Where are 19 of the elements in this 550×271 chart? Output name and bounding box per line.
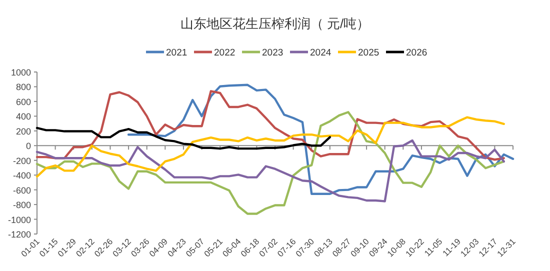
- y-tick-label: -1000: [8, 214, 31, 225]
- y-tick-label: -400: [12, 170, 31, 181]
- legend-label: 2024: [310, 48, 332, 58]
- legend-label: 2023: [262, 48, 284, 58]
- y-tick-label: -800: [12, 200, 31, 210]
- y-tick-label: -1200: [8, 230, 31, 240]
- y-tick-label: 1000: [10, 68, 31, 78]
- y-tick-label: 400: [16, 112, 31, 122]
- y-tick-label: -600: [12, 185, 31, 196]
- y-tick-label: 200: [16, 126, 31, 136]
- y-tick-label: -200: [12, 156, 31, 166]
- legend-label: 2022: [214, 48, 236, 58]
- y-tick-label: 800: [16, 82, 31, 92]
- y-tick-label: 0: [26, 141, 31, 152]
- legend-label: 2026: [406, 48, 428, 58]
- legend-label: 2021: [166, 48, 188, 58]
- y-tick-label: 600: [16, 96, 31, 107]
- legend-label: 2025: [358, 48, 380, 58]
- chart-title: 山东地区花生压榨利润（ 元/吨）: [180, 16, 370, 31]
